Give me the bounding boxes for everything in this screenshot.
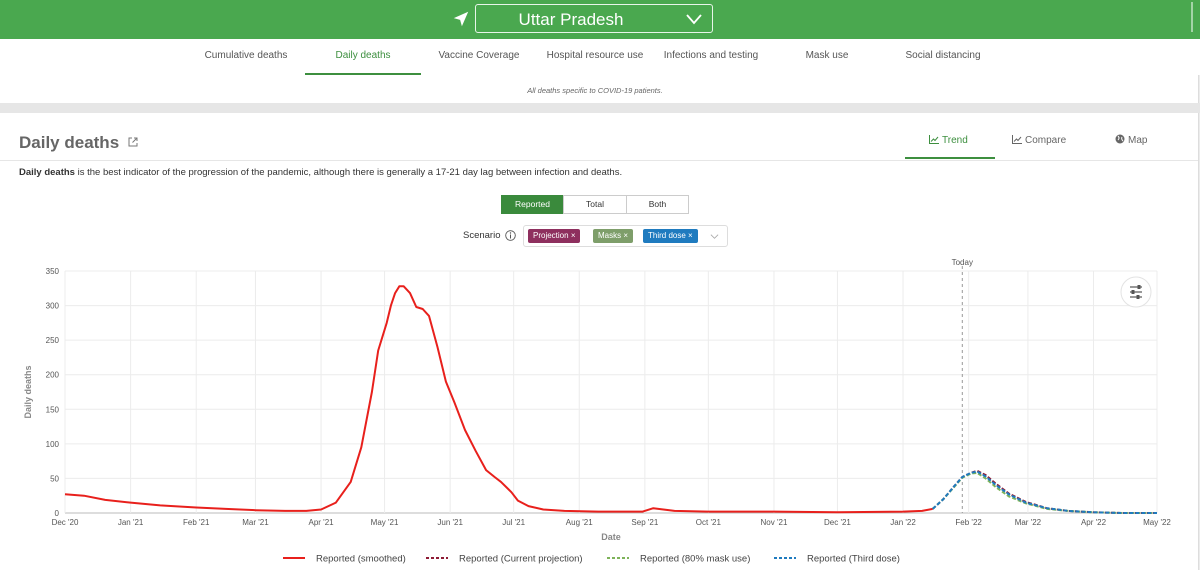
tab-cumulative-deaths[interactable]: Cumulative deaths	[204, 50, 288, 61]
description-text: is the best indicator of the progression…	[74, 167, 623, 178]
y-tick-label: 350	[46, 267, 60, 276]
overflow-handle-icon	[1191, 2, 1193, 32]
toggle-reported[interactable]: Reported	[501, 195, 564, 214]
section-title: Daily deaths	[19, 133, 120, 152]
metric-tabs: Cumulative deaths Daily deaths Vaccine C…	[0, 39, 1200, 75]
info-icon[interactable]	[505, 230, 516, 241]
sliders-icon	[1131, 290, 1135, 294]
x-tick-label: Mar '22	[1015, 518, 1042, 527]
region-selector[interactable]: Uttar Pradesh	[475, 4, 713, 33]
scenario-chip-masks[interactable]: Masks ×	[593, 229, 634, 243]
x-tick-label: Dec '21	[824, 518, 851, 527]
view-tab-label: Map	[1128, 135, 1148, 146]
chart-settings-button[interactable]	[1120, 276, 1152, 308]
x-tick-label: Jul '21	[502, 518, 525, 527]
legend-label: Reported (Current projection)	[459, 554, 583, 565]
x-tick-label: Dec '20	[52, 518, 79, 527]
x-tick-label: Apr '22	[1081, 518, 1107, 527]
view-tab-map[interactable]: Map	[1115, 127, 1175, 159]
scenario-label: Scenario	[463, 230, 501, 241]
tab-daily-deaths[interactable]: Daily deaths	[305, 39, 421, 75]
x-tick-label: May '22	[1143, 518, 1171, 527]
legend-label: Reported (Third dose)	[807, 554, 900, 565]
daily-deaths-card: Daily deaths Trend Compare Map Daily dea…	[0, 113, 1199, 570]
tab-hospital-resource-use[interactable]: Hospital resource use	[546, 50, 644, 61]
y-tick-label: 300	[46, 302, 60, 311]
remove-chip-icon[interactable]: ×	[688, 231, 693, 240]
top-bar: Uttar Pradesh	[0, 0, 1200, 39]
legend-label: Reported (smoothed)	[316, 554, 406, 565]
sliders-icon	[1137, 285, 1141, 289]
chevron-down-icon[interactable]	[710, 232, 719, 241]
chip-label: Masks	[598, 231, 622, 240]
y-tick-label: 150	[46, 405, 60, 414]
tab-infections-testing[interactable]: Infections and testing	[663, 50, 759, 61]
x-tick-label: Apr '21	[309, 518, 335, 527]
toggle-both[interactable]: Both	[626, 195, 689, 214]
scenario-chip-projection[interactable]: Projection ×	[528, 229, 581, 243]
remove-chip-icon[interactable]: ×	[623, 231, 629, 240]
x-tick-label: Mar '21	[242, 518, 269, 527]
scenario-chip-third-dose[interactable]: Third dose ×	[643, 229, 698, 243]
x-tick-label: Jan '22	[890, 518, 916, 527]
x-tick-label: May '21	[371, 518, 399, 527]
series-line	[932, 469, 1157, 514]
external-link-icon[interactable]	[128, 137, 138, 147]
notice-banner: All deaths specific to COVID-19 patients…	[0, 75, 1199, 103]
series-line	[64, 285, 933, 514]
tab-mask-use[interactable]: Mask use	[805, 50, 849, 61]
y-tick-label: 250	[46, 336, 60, 345]
view-tab-label: Compare	[1025, 135, 1067, 146]
x-tick-label: Feb '21	[183, 518, 210, 527]
series-line	[932, 470, 1157, 514]
x-tick-label: Aug '21	[566, 518, 593, 527]
view-tab-trend[interactable]: Trend	[905, 127, 995, 159]
region-name: Uttar Pradesh	[518, 10, 624, 29]
y-tick-label: 200	[46, 371, 60, 380]
x-tick-label: Jan '21	[118, 518, 144, 527]
remove-chip-icon[interactable]: ×	[570, 231, 576, 240]
y-tick-label: 0	[55, 509, 60, 518]
chip-label: Third dose	[648, 231, 686, 240]
chevron-down-icon	[686, 14, 702, 25]
globe-icon	[1115, 134, 1125, 144]
location-arrow-icon[interactable]	[452, 10, 470, 28]
x-tick-label: Nov '21	[761, 518, 788, 527]
daily-deaths-chart: 0 50 100 150 200 250 300 350 Dec '20 Jan '21 Feb '…	[23, 258, 1171, 565]
toggle-total[interactable]: Total	[563, 195, 627, 214]
scenario-select[interactable]: Projection × Masks × Third dose ×	[523, 225, 728, 247]
today-label: Today	[952, 258, 973, 267]
header-divider	[0, 160, 1198, 161]
sliders-icon	[1136, 295, 1140, 299]
description-bold: Daily deaths	[19, 167, 75, 178]
y-tick-label: 100	[46, 440, 60, 449]
x-tick-label: Oct '21	[696, 518, 722, 527]
tab-social-distancing[interactable]: Social distancing	[905, 50, 981, 61]
compare-icon	[1012, 135, 1022, 144]
x-tick-label: Feb '22	[955, 518, 982, 527]
x-tick-label: Sep '21	[631, 518, 658, 527]
x-axis-title: Date	[601, 532, 621, 542]
view-tab-compare[interactable]: Compare	[1012, 127, 1092, 159]
section-divider	[0, 103, 1200, 113]
x-tick-label: Jun '21	[437, 518, 463, 527]
legend-label: Reported (80% mask use)	[640, 554, 750, 565]
y-tick-label: 50	[50, 474, 59, 483]
notice-text: All deaths specific to COVID-19 patients…	[527, 86, 663, 95]
trend-icon	[929, 135, 939, 144]
section-description: Daily deaths is the best indicator of th…	[19, 167, 622, 178]
chip-label: Projection	[533, 231, 569, 240]
y-axis-title: Daily deaths	[23, 365, 33, 418]
tab-vaccine-coverage[interactable]: Vaccine Coverage	[438, 50, 520, 61]
view-tab-label: Trend	[942, 135, 968, 146]
